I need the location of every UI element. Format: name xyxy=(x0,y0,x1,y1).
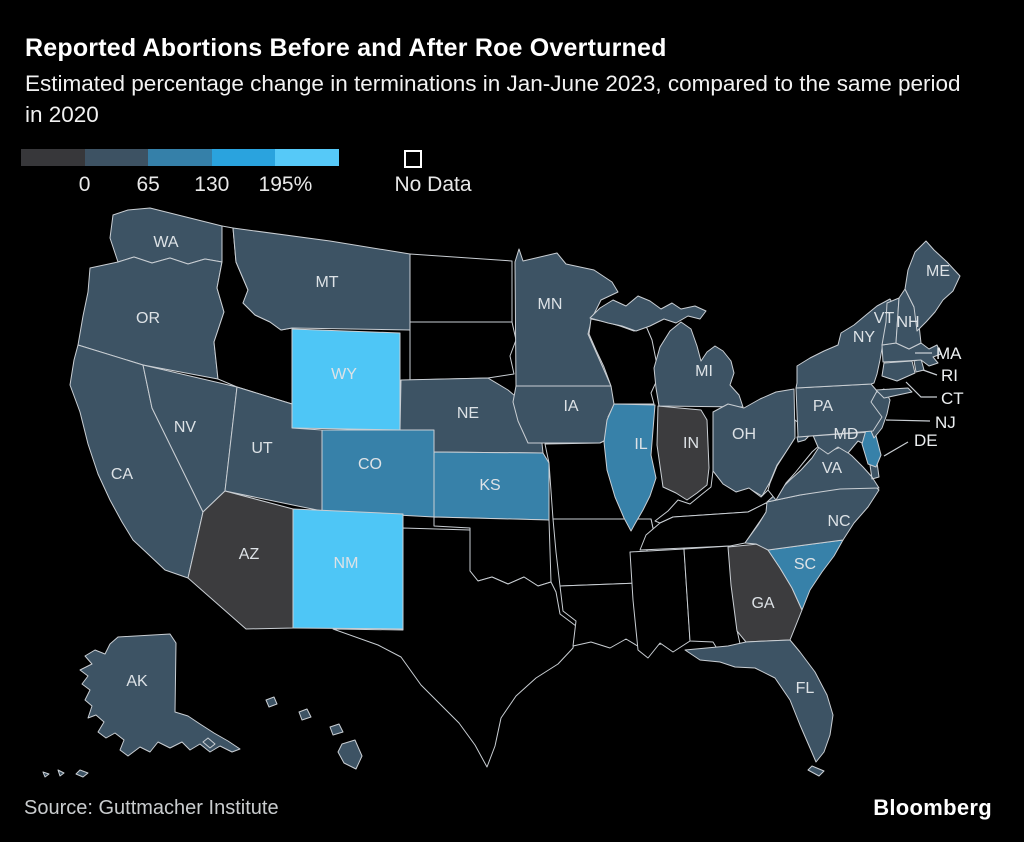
state-AK xyxy=(42,633,241,778)
callout-label-MA: MA xyxy=(936,344,962,363)
state-label-WY: WY xyxy=(331,366,357,383)
state-label-IA: IA xyxy=(563,398,578,415)
state-label-WA: WA xyxy=(153,234,179,251)
color-legend: 0 65 130 195% No Data xyxy=(21,149,521,209)
state-ND xyxy=(409,253,513,323)
state-label-SC: SC xyxy=(794,556,816,573)
legend-tick-label: 130 xyxy=(194,173,230,196)
legend-color-segment xyxy=(275,149,339,166)
legend-color-segment xyxy=(21,149,85,166)
state-label-NH: NH xyxy=(896,314,919,331)
state-MI xyxy=(589,295,744,408)
callout-line-CT xyxy=(905,381,937,398)
state-label-AK: AK xyxy=(126,673,148,690)
state-label-MT: MT xyxy=(315,274,338,291)
bloomberg-logo: Bloomberg xyxy=(873,795,992,820)
state-label-NC: NC xyxy=(827,513,850,530)
state-VT xyxy=(881,297,900,346)
state-MN xyxy=(514,248,619,387)
legend-ticks: 0 65 130 195% xyxy=(21,173,361,197)
callout-label-DE: DE xyxy=(914,431,938,450)
state-label-UT: UT xyxy=(251,440,273,457)
chart-title: Reported Abortions Before and After Roe … xyxy=(25,34,667,62)
state-NC xyxy=(744,479,880,551)
state-MT xyxy=(232,227,411,331)
legend-color-segment xyxy=(84,149,149,166)
callout-label-CT: CT xyxy=(941,389,964,408)
state-label-MI: MI xyxy=(695,363,713,380)
legend-color-segment xyxy=(211,149,276,166)
legend-gradient-bar xyxy=(21,149,339,166)
legend-color-segment xyxy=(148,149,212,166)
state-label-OH: OH xyxy=(732,426,756,443)
state-label-ME: ME xyxy=(926,263,950,280)
callout-label-NJ: NJ xyxy=(935,413,956,432)
state-label-NV: NV xyxy=(174,419,197,436)
state-labels-layer: WA OR CA NV MT WY UT CO AZ NM AK NE KS MN IA IL IN MI OH GA… xyxy=(111,234,950,697)
state-FL xyxy=(684,639,834,777)
state-label-OR: OR xyxy=(136,310,160,327)
state-label-MD: MD xyxy=(834,426,859,443)
chart-subtitle: Estimated percentage change in terminati… xyxy=(25,71,961,127)
state-IN xyxy=(656,405,710,501)
no-data-label: No Data xyxy=(394,173,472,196)
state-WI xyxy=(588,318,658,405)
state-label-VA: VA xyxy=(822,460,842,477)
callout-line-NJ xyxy=(885,419,931,422)
state-label-IL: IL xyxy=(634,436,647,453)
state-HI xyxy=(265,696,363,770)
states-layer xyxy=(42,207,961,778)
state-label-MN: MN xyxy=(538,296,563,313)
state-label-NY: NY xyxy=(853,329,876,346)
state-label-FL: FL xyxy=(796,680,815,697)
state-NY xyxy=(795,298,913,399)
state-DE xyxy=(861,427,882,468)
legend-tick-label: 65 xyxy=(136,173,160,196)
state-label-PA: PA xyxy=(813,398,833,415)
state-TX xyxy=(332,527,577,768)
legend-tick-label: 195% xyxy=(258,173,313,196)
state-PA xyxy=(795,383,883,438)
source-note: Source: Guttmacher Institute xyxy=(24,797,279,819)
state-label-AZ: AZ xyxy=(239,546,260,563)
state-SD xyxy=(409,321,517,381)
no-data-swatch xyxy=(404,150,422,168)
state-label-VT: VT xyxy=(874,310,895,327)
callout-line-RI xyxy=(922,369,938,376)
state-label-IN: IN xyxy=(683,435,699,452)
state-label-KS: KS xyxy=(479,477,500,494)
state-label-GA: GA xyxy=(751,595,774,612)
callout-label-RI: RI xyxy=(941,366,958,385)
state-label-CA: CA xyxy=(111,466,134,483)
legend-tick-label: 0 xyxy=(78,173,91,196)
state-label-CO: CO xyxy=(358,456,382,473)
state-CT xyxy=(881,360,916,382)
state-label-NE: NE xyxy=(457,405,479,422)
state-IL xyxy=(603,403,657,532)
callout-line-DE xyxy=(883,441,909,457)
state-CO xyxy=(321,429,435,518)
state-MS xyxy=(629,548,691,659)
state-TN xyxy=(639,502,771,551)
state-label-NM: NM xyxy=(334,555,359,572)
state-KS xyxy=(433,451,550,521)
state-ME xyxy=(904,240,961,332)
